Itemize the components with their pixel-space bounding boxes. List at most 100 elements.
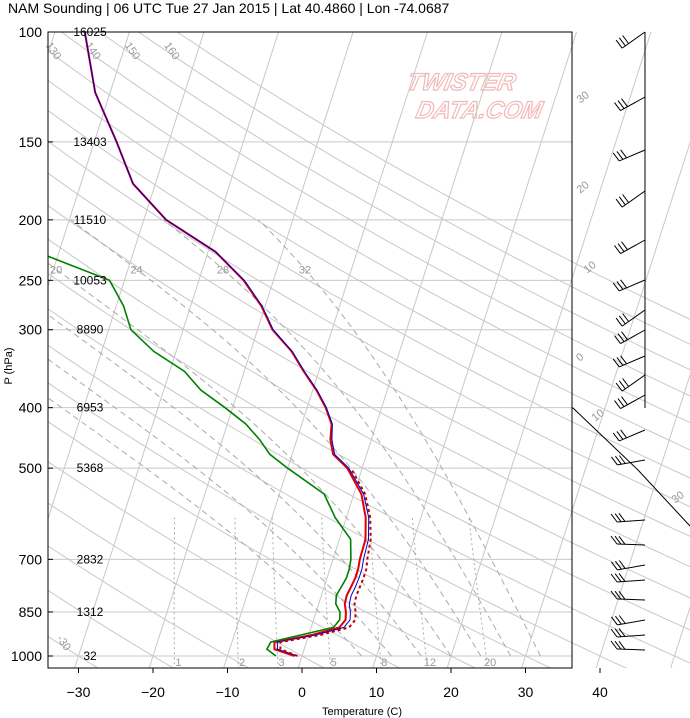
dry-adiabat-line [48,421,477,668]
wind-barb-flag [614,628,622,638]
mixing-ratio-label: 2 [239,657,245,669]
wind-barb-flag [612,152,620,162]
wind-barb-flag [612,282,620,292]
wind-barb [620,239,646,255]
right-panel [0,32,690,668]
dry-adiabat-line [48,205,572,512]
moist-adiabat-line [48,397,362,657]
skewed-isotherm-label: 30 [670,489,687,506]
mixing-ratio-label: 20 [484,657,496,669]
wind-barb-flag [620,279,627,289]
dry-adiabat-line [48,50,572,367]
skewed-isotherm-label: 30 [575,89,592,106]
wind-barb [616,648,646,651]
dry-adiabat-line [572,311,690,371]
wind-barb-flag [618,640,626,650]
isotherm-line [572,32,652,281]
isotherm-line [595,373,690,668]
wind-barb-flag [616,357,624,366]
wind-barb-flag [618,573,626,582]
wind-barb-flag [618,37,626,47]
dry-adiabat-line [48,382,552,668]
dry-adiabat-line [572,510,690,568]
wind-barb-flag [611,456,618,466]
wind-barb [617,564,646,571]
dry-adiabat-line [572,286,690,345]
moist-adiabat-label: 20 [50,264,62,276]
dry-adiabat-line [572,261,690,320]
plot-frame [47,31,573,669]
dewpoint-line [48,255,352,657]
mixing-ratio-label: 5 [331,657,337,669]
wind-barb [616,543,646,546]
wind-barb-flag [621,98,628,107]
dry-adiabat-line [572,450,690,508]
wind-barb-flag [616,281,624,290]
dry-adiabat-line [572,421,690,479]
moist-adiabat-line [0,220,362,656]
isotherm-line [48,32,205,521]
height-label: 8890 [77,323,104,337]
wind-barb-flag [618,590,626,600]
chart-title: NAM Sounding | 06 UTC Tue 27 Jan 2015 | … [8,0,450,16]
skewed-isotherm-label: 0 [574,351,586,364]
wind-barb-flag [618,560,626,569]
pressure-tick-label: 100 [19,24,43,40]
isotherm-line [670,32,690,669]
y-axis-label: P (hPa) [3,347,15,384]
wind-barb-flag [618,315,626,325]
wind-barb-flag [610,640,618,650]
wind-barb-flag [620,429,627,439]
mixing-ratio-line [321,517,332,668]
isotherm-line [572,141,690,513]
moist-adiabat-line [48,262,452,657]
wind-barb [616,598,646,601]
wind-barb [620,329,646,345]
wind-barb-flag [617,333,625,342]
mixing-ratio-line [368,517,382,668]
pressure-tick-label: 200 [19,212,43,228]
wind-barb-flag [610,573,618,583]
pressure-tick-label: 700 [19,551,43,567]
dry-adiabat-line [48,308,572,610]
wind-barb-flag [614,590,622,600]
moist-adiabat-label: 24 [130,264,142,276]
moist-adiabat-line [259,220,541,656]
dry-adiabat-line [99,32,572,314]
dry-adiabat-line [48,461,401,668]
isotherm-line [74,32,279,668]
wind-barb-flag [618,513,626,522]
dry-adiabat-line [48,79,572,395]
wind-barb-flag [622,313,629,322]
temperature-tick-label: 30 [518,684,534,700]
wind-barb [617,634,646,638]
skewed-isotherm-label: 20 [575,179,592,196]
temperature-axis: −30 −20 −10 0 10 20 30 40 [67,668,608,700]
temperature-tick-label: 40 [592,684,608,700]
wind-barb-flag [615,560,622,570]
wind-barb [619,355,646,368]
dry-adiabat-line [572,480,690,537]
mixing-ratio-line [234,517,239,668]
wind-barb [617,459,646,466]
wind-barb-flag [614,640,622,650]
dry-adiabat-line [48,502,326,668]
wind-barb [621,309,646,327]
sounding-series [48,32,372,657]
wind-barb-flag [611,616,618,626]
dry-adiabat-line [572,607,690,664]
wind-barb-flag [612,432,620,442]
pressure-tick-label: 300 [19,322,43,338]
pressure-tick-label: 250 [19,272,43,288]
wind-barb-flag [610,513,618,523]
dry-adiabat-line [572,542,690,599]
wind-barb-flag [621,331,628,341]
wind-barb-flag [622,35,629,44]
moist-adiabat-line [48,314,422,657]
wind-barb-flag [618,455,626,464]
dry-adiabat-line [48,238,572,544]
dry-adiabat-line [572,392,690,451]
wind-barb-flag [617,398,625,407]
isotherm-line [596,32,690,669]
dry-adiabat-line [572,338,690,397]
